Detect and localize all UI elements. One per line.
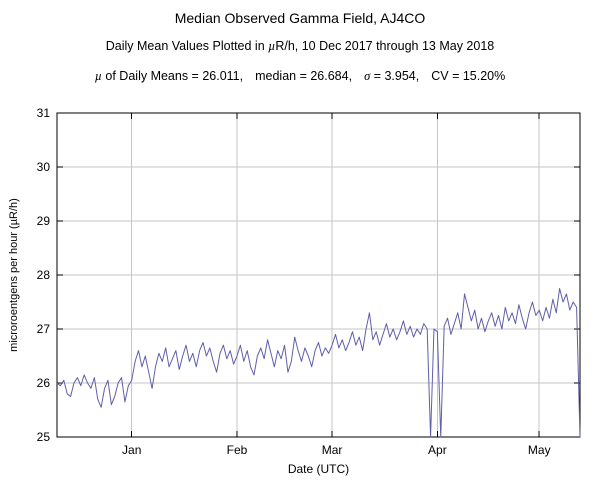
x-tick-label: Jan <box>122 443 141 457</box>
y-tick-label: 30 <box>37 160 51 174</box>
y-tick-label: 28 <box>37 268 51 282</box>
subtitle-text: Daily Mean Values Plotted in <box>105 39 269 53</box>
y-tick-label: 25 <box>37 430 51 444</box>
y-tick-label: 27 <box>37 322 51 336</box>
y-tick-label: 26 <box>37 376 51 390</box>
mu-symbol: µ <box>268 39 276 53</box>
gridlines <box>57 113 580 437</box>
y-tick-label: 31 <box>37 106 51 120</box>
stats-cv: CV = 15.20% <box>431 69 506 83</box>
sigma-symbol: σ <box>364 69 371 83</box>
stats-sigma-value: = 3.954, <box>370 69 420 83</box>
x-tick-label: Feb <box>227 443 248 457</box>
x-tick-label: Apr <box>428 443 447 457</box>
stats-median: median = 26.684, <box>255 69 353 83</box>
y-axis-title: microroentgens per hour (µR/h) <box>8 198 20 352</box>
mu-symbol-stats: µ <box>94 69 102 83</box>
chart-title: Median Observed Gamma Field, AJ4CO <box>174 10 426 26</box>
chart-stats: µ of Daily Means = 26.011, median = 26.68… <box>0 69 600 84</box>
stats-mean: of Daily Means = 26.011, <box>101 69 244 83</box>
x-axis-title: Date (UTC) <box>288 462 349 476</box>
axes <box>56 112 581 438</box>
subtitle-text-2: R/h, 10 Dec 2017 through 13 May 2018 <box>275 39 495 53</box>
chart-subtitle: Daily Mean Values Plotted in µR/h, 10 De… <box>0 39 600 54</box>
data-line <box>56 288 581 438</box>
x-tick-label: Mar <box>322 443 343 457</box>
x-tick-label: May <box>528 443 551 457</box>
axis-labels: 25 26 27 28 29 30 31 Jan Feb Mar Apr May Date (UTC) m… <box>8 106 551 476</box>
y-tick-label: 29 <box>37 214 51 228</box>
